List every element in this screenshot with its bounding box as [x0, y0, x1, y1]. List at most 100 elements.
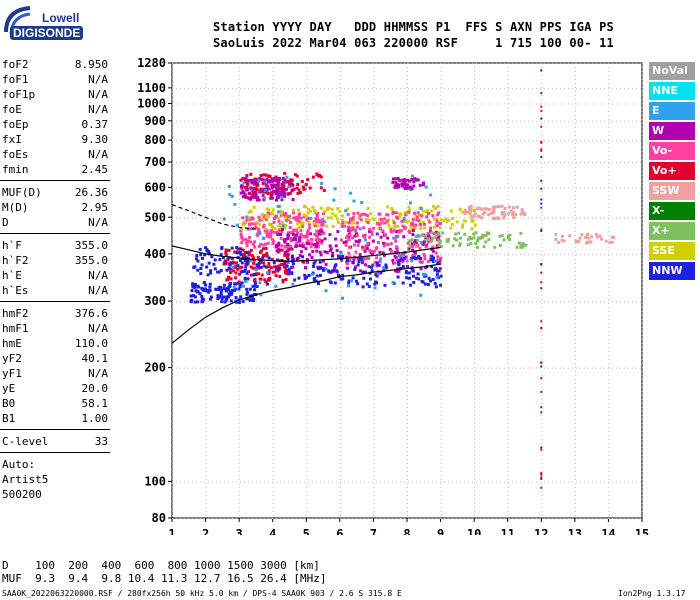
grid-dot: [205, 191, 207, 192]
echo-point: [470, 237, 474, 241]
echo-point: [408, 276, 412, 280]
grid-dot: [474, 67, 476, 68]
echo-point: [279, 263, 283, 267]
grid-dot: [306, 335, 308, 336]
grid-dot: [276, 187, 277, 189]
echo-point: [224, 298, 228, 302]
grid-dot: [608, 387, 610, 388]
grid-dot: [239, 103, 241, 104]
echo-point: [410, 238, 414, 242]
echo-point: [332, 198, 336, 202]
grid-dot: [205, 219, 207, 220]
grid-dot: [352, 518, 353, 519]
grid-dot: [373, 99, 375, 100]
echo-point: [204, 287, 208, 291]
grid-dot: [536, 518, 537, 519]
grid-dot: [584, 187, 585, 189]
grid-dot: [339, 243, 341, 244]
grid-dot: [272, 83, 274, 84]
grid-dot: [212, 187, 213, 189]
echo-point: [238, 285, 242, 289]
grid-dot: [448, 301, 449, 303]
grid-dot: [392, 518, 393, 519]
grid-dot: [440, 315, 442, 316]
grid-dot: [407, 231, 408, 232]
echo-point: [346, 261, 350, 265]
echo-point: [466, 237, 470, 241]
grid-dot: [556, 253, 557, 255]
grid-dot: [172, 195, 173, 196]
grid-dot: [572, 518, 573, 519]
grid-dot: [373, 107, 375, 108]
grid-dot: [516, 301, 517, 303]
echo-point: [484, 240, 488, 244]
echo-point: [409, 225, 413, 229]
grid-dot: [244, 518, 245, 519]
grid-dot: [205, 71, 207, 72]
grid-dot: [205, 419, 207, 420]
echo-point: [441, 231, 445, 235]
grid-dot: [172, 383, 173, 384]
grid-dot: [468, 187, 469, 189]
grid-dot: [239, 271, 241, 272]
grid-dot: [280, 120, 281, 122]
grid-dot: [280, 87, 281, 89]
grid-dot: [172, 75, 173, 76]
grid-dot: [507, 67, 509, 68]
grid-dot: [306, 431, 308, 432]
echo-point: [353, 234, 357, 238]
grid-dot: [642, 395, 643, 396]
grid-dot: [272, 159, 274, 160]
grid-dot: [352, 187, 353, 189]
grid-dot: [624, 120, 625, 122]
grid-dot: [396, 301, 397, 303]
grid-dot: [306, 107, 308, 108]
parameter-row: foEp 0.37: [2, 117, 108, 132]
grid-dot: [540, 162, 541, 164]
grid-dot: [400, 187, 401, 189]
grid-dot: [592, 481, 593, 483]
grid-dot: [552, 120, 553, 122]
echo-point: [271, 226, 275, 230]
grid-dot: [239, 439, 241, 440]
grid-dot: [373, 351, 375, 352]
echo-point: [224, 248, 228, 252]
grid-dot: [541, 303, 543, 304]
echo-point: [251, 242, 255, 246]
grid-dot: [204, 63, 205, 64]
grid-dot: [372, 87, 373, 89]
grid-dot: [541, 419, 543, 420]
echo-point: [365, 214, 369, 218]
grid-dot: [205, 435, 207, 436]
grid-dot: [400, 367, 401, 369]
grid-dot: [364, 120, 365, 122]
grid-dot: [288, 120, 289, 122]
grid-dot: [407, 167, 408, 168]
echo-point: [197, 285, 201, 289]
grid-dot: [541, 211, 543, 212]
echo-point: [403, 211, 407, 215]
echo-point: [433, 268, 437, 272]
echo-point: [399, 254, 403, 258]
grid-dot: [512, 301, 513, 303]
grid-dot: [574, 199, 576, 200]
grid-dot: [552, 87, 553, 89]
grid-dot: [240, 162, 241, 164]
grid-dot: [440, 123, 442, 124]
grid-dot: [536, 253, 537, 255]
grid-dot: [272, 135, 274, 136]
grid-dot: [500, 63, 501, 64]
grid-dot: [541, 115, 543, 116]
echo-point: [428, 279, 432, 283]
grid-dot: [574, 507, 576, 508]
echo-point: [240, 281, 244, 285]
grid-dot: [480, 103, 481, 105]
grid-dot: [244, 481, 245, 483]
echo-point: [340, 214, 344, 218]
grid-dot: [474, 491, 476, 492]
grid-dot: [572, 301, 573, 303]
grid-dot: [339, 91, 341, 92]
grid-dot: [344, 120, 345, 122]
grid-dot: [306, 411, 308, 412]
echo-point: [277, 264, 281, 268]
